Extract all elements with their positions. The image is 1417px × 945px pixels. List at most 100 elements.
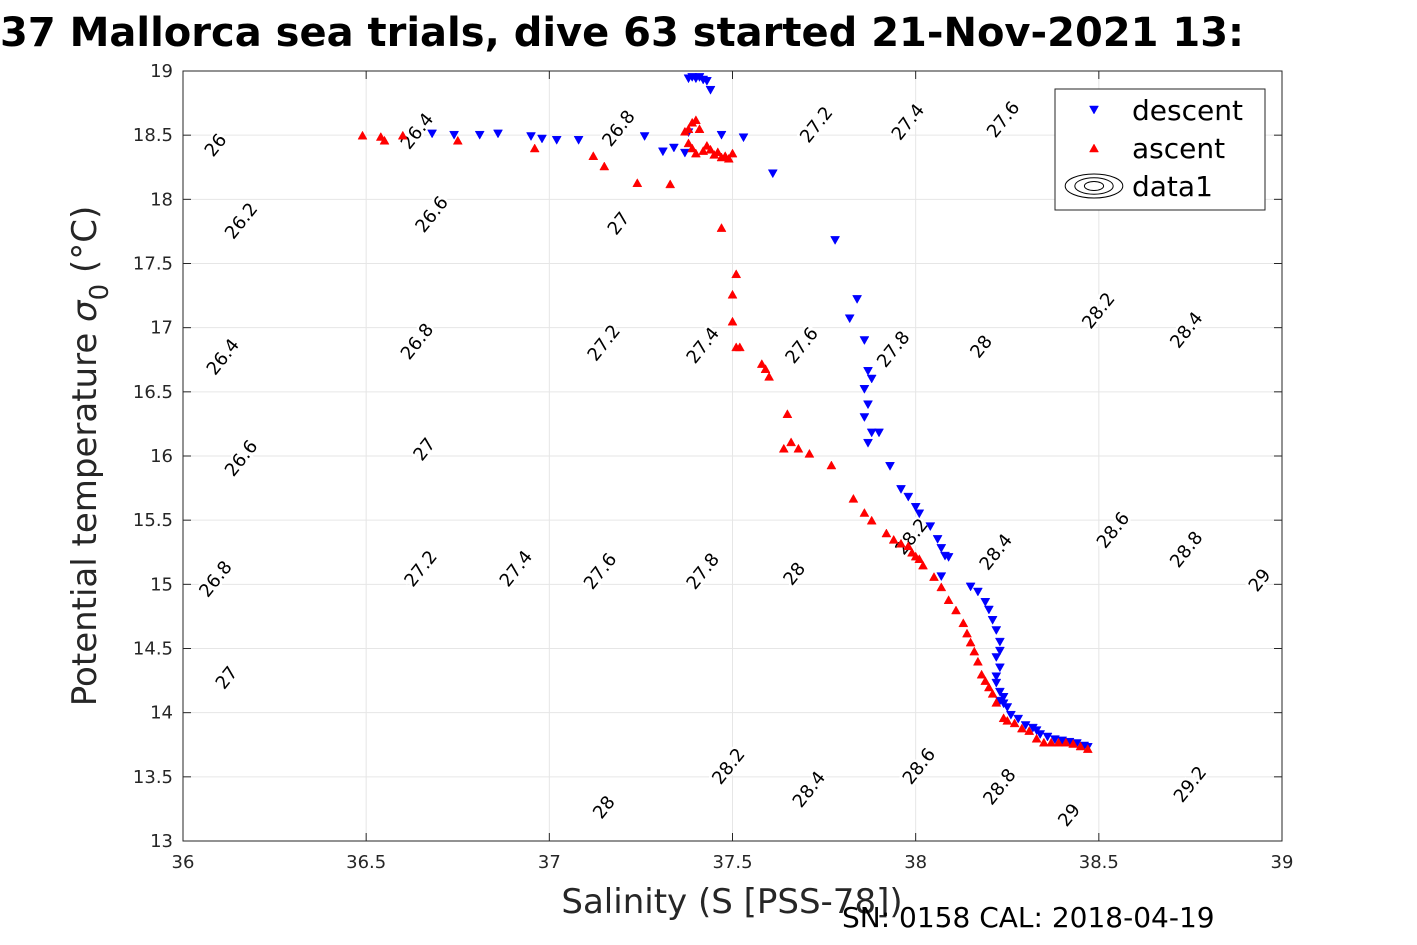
descent-point [657, 147, 668, 157]
y-tick-label: 16.5 [133, 382, 173, 403]
legend-label-data1: data1 [1132, 170, 1213, 203]
descent-point [767, 169, 778, 179]
ascent-point [705, 144, 716, 154]
ascent-point [793, 443, 804, 453]
descent-point [991, 653, 1002, 663]
descent-point [668, 143, 679, 153]
ascent-point [683, 138, 694, 148]
descent-point [852, 295, 863, 304]
descent-point [896, 485, 906, 494]
descent-point [980, 598, 991, 607]
ascent-point [734, 342, 745, 352]
descent-point [679, 148, 690, 158]
descent-point [427, 129, 438, 139]
ascent-point [690, 115, 701, 125]
y-tick-label: 14.5 [133, 639, 173, 660]
descent-point [991, 626, 1002, 636]
descent-point [874, 428, 884, 438]
ascent-point [1024, 726, 1035, 735]
y-tick-label: 18 [150, 189, 173, 210]
y-axis-label-subscript: 0 [85, 284, 115, 301]
ascent-point [918, 560, 928, 570]
ascent-point [951, 605, 961, 615]
y-tick-label: 17.5 [133, 254, 173, 275]
ascent-point [588, 151, 599, 160]
ascent-point [698, 146, 709, 155]
ascent-point [896, 538, 906, 548]
footer-serial-calibration: SN: 0158 CAL: 2018-04-19 [842, 901, 1215, 934]
ascent-point [903, 541, 914, 551]
ascent-point [965, 637, 976, 647]
ascent-point [452, 135, 463, 145]
x-tick-label: 37 [538, 852, 561, 873]
ascent-point [379, 135, 390, 145]
ascent-point [1016, 723, 1027, 733]
legend-entries: descent ascent data1 [1064, 94, 1243, 203]
x-tick-label: 36 [172, 852, 195, 873]
ascent-point [976, 669, 987, 679]
y-axis-label-main: Potential temperature [65, 322, 105, 706]
ascent-point [1060, 737, 1071, 747]
descent-point [1042, 732, 1053, 742]
descent-point [449, 130, 460, 140]
x-tick-label: 39 [1271, 852, 1294, 873]
ascent-point [936, 582, 947, 592]
descent-point [925, 522, 936, 532]
descent-point [991, 672, 1002, 682]
ascent-point [1002, 715, 1013, 725]
ascent-point [782, 409, 793, 418]
descent-point [987, 616, 998, 625]
ascent-point [690, 148, 701, 158]
descent-point [994, 687, 1005, 697]
ascent-point [1031, 733, 1042, 743]
y-tick-label: 16 [150, 446, 173, 467]
descent-point [1035, 730, 1046, 740]
descent-point [716, 130, 727, 140]
descent-point [866, 428, 877, 438]
y-axis-label-unit: (°C) [65, 206, 105, 284]
ascent-point [731, 269, 742, 279]
descent-point [738, 133, 749, 143]
ascent-point [756, 359, 767, 368]
descent-point [866, 374, 877, 384]
y-axis-label-sigma: σ [65, 299, 105, 322]
descent-point [936, 572, 947, 582]
ascent-point [804, 448, 815, 458]
legend-contour-icon [1074, 177, 1114, 195]
descent-point [994, 663, 1005, 673]
descent-point [705, 85, 716, 95]
descent-point [994, 637, 1005, 647]
ascent-point [929, 572, 939, 581]
descent-point [701, 77, 712, 86]
y-tick-label: 19 [150, 61, 173, 82]
ascent-point [712, 147, 723, 157]
ascent-point [397, 130, 408, 140]
descent-point [943, 553, 954, 562]
descent-point [573, 136, 584, 145]
ascent-point [859, 507, 870, 517]
ascent-point [972, 656, 983, 666]
ascent-point [1053, 737, 1064, 747]
descent-point [965, 582, 976, 592]
descent-point [844, 314, 855, 324]
y-tick-label: 13.5 [133, 767, 173, 788]
ascent-point [1082, 744, 1093, 753]
ascent-point [987, 688, 998, 698]
legend-contour-icon [1083, 181, 1105, 191]
descent-point [1013, 714, 1024, 724]
chart-title: 37 Mallorca sea trials, dive 63 started … [0, 10, 1244, 56]
ascent-point [357, 130, 368, 140]
ascent-point [969, 646, 980, 656]
ascent-point [716, 223, 727, 232]
y-tick-label: 13 [150, 831, 173, 852]
ascent-point [826, 460, 837, 470]
descent-point [1020, 721, 1031, 731]
ascent-point [632, 178, 643, 187]
ascent-point [888, 534, 899, 544]
legend-label-descent: descent [1132, 94, 1243, 127]
ascent-point [848, 493, 859, 503]
ascent-point [727, 289, 738, 299]
x-axis-label: Salinity (S [PSS-78]) [561, 882, 902, 922]
descent-point [914, 509, 925, 519]
